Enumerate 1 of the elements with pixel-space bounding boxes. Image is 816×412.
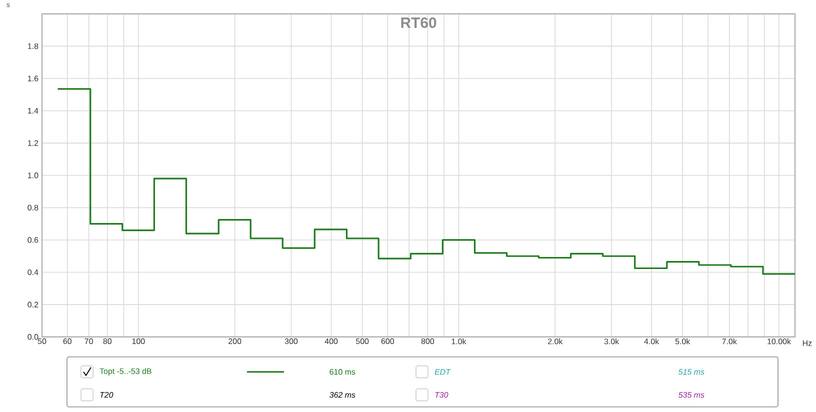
chart-title: RT60 — [401, 17, 436, 28]
